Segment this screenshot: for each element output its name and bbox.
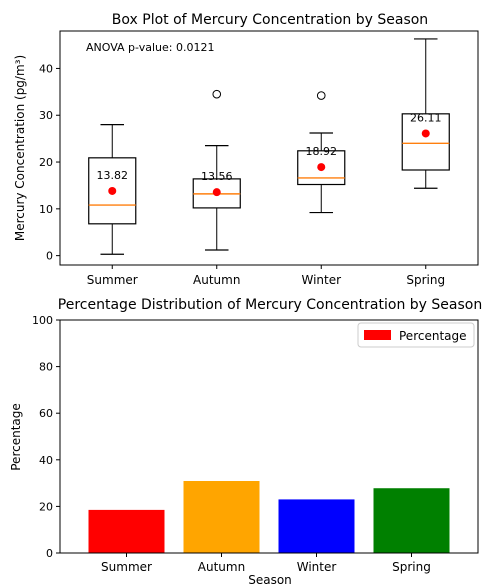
legend-label: Percentage (399, 329, 467, 343)
mean-marker (108, 186, 117, 195)
anova-annotation: ANOVA p-value: 0.0121 (86, 41, 214, 54)
x-tick-label: Spring (392, 560, 431, 574)
mean-value-label: 13.82 (97, 169, 129, 182)
bar-chart: Percentage Distribution of Mercury Conce… (9, 297, 482, 587)
x-tick-label: Winter (301, 273, 341, 287)
y-tick-label: 20 (39, 500, 53, 513)
y-tick-label: 60 (39, 407, 53, 420)
y-tick-label: 100 (32, 314, 53, 327)
bar-chart-legend: Percentage (357, 322, 475, 348)
x-tick-label: Summer (87, 273, 138, 287)
mean-value-label: 26.11 (410, 111, 442, 124)
y-tick-label: 40 (39, 454, 53, 467)
y-tick-label: 0 (46, 250, 53, 263)
y-tick-label: 80 (39, 361, 53, 374)
bar-chart-y-axis-label: Percentage (9, 403, 23, 471)
bar-summer (88, 509, 165, 553)
box-plot-y-axis-label: Mercury Concentration (pg/m³) (13, 55, 27, 241)
bar-autumn (183, 481, 260, 553)
box-plot-axes-frame (59, 30, 479, 266)
mean-marker (317, 163, 326, 172)
x-tick-label: Spring (406, 273, 445, 287)
y-tick-label: 30 (39, 109, 53, 122)
y-tick-label: 10 (39, 203, 53, 216)
legend-frame (357, 322, 475, 348)
bar-chart-x-axis-label: Season (248, 573, 292, 587)
bar-chart-title: Percentage Distribution of Mercury Conce… (58, 297, 482, 313)
x-tick-label: Winter (297, 560, 337, 574)
y-tick-label: 40 (39, 62, 53, 75)
x-tick-label: Autumn (193, 273, 240, 287)
mean-value-label: 13.56 (201, 170, 233, 183)
box-iqr (401, 113, 450, 171)
mean-marker (212, 188, 221, 197)
mean-marker (421, 129, 430, 138)
outlier-point (316, 91, 326, 100)
bar-chart-axes-frame (59, 319, 479, 554)
bar-winter (278, 499, 355, 553)
y-tick-label: 20 (39, 156, 53, 169)
y-tick-label: 0 (46, 547, 53, 560)
box-plot-chart: Box Plot of Mercury Concentration by Sea… (13, 12, 479, 287)
outlier-point (212, 89, 222, 99)
bar-chart-content: 0 20 40 60 80 100 Summer Autumn Winter Spring (32, 314, 450, 574)
x-tick-label: Autumn (198, 560, 245, 574)
box-plot-title: Box Plot of Mercury Concentration by Sea… (112, 12, 428, 28)
box-plot-content: 0 10 20 30 40 Summer Autumn Winter Spring 13.82 13… (39, 38, 450, 287)
mean-value-label: 18.92 (306, 145, 338, 158)
legend-swatch (364, 330, 391, 340)
bar-spring (373, 488, 450, 553)
x-tick-label: Summer (101, 560, 152, 574)
